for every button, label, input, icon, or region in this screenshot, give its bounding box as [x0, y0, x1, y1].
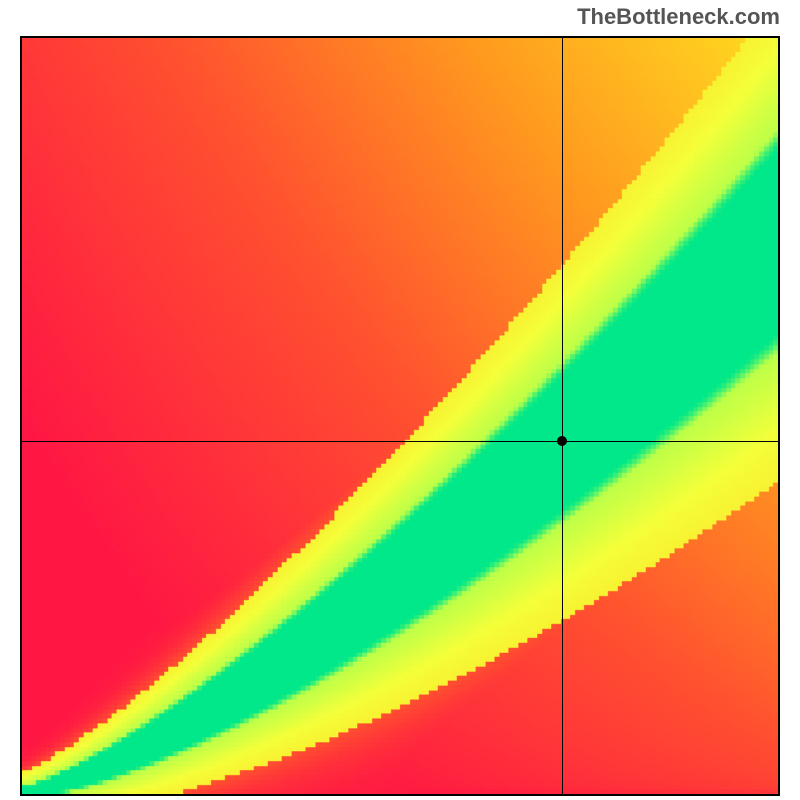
watermark-text: TheBottleneck.com [577, 4, 780, 30]
crosshair-horizontal [22, 441, 778, 442]
plot-area [20, 36, 780, 796]
heatmap-canvas [22, 38, 778, 794]
crosshair-marker [557, 436, 567, 446]
figure-container: TheBottleneck.com [0, 0, 800, 800]
crosshair-vertical [562, 38, 563, 794]
